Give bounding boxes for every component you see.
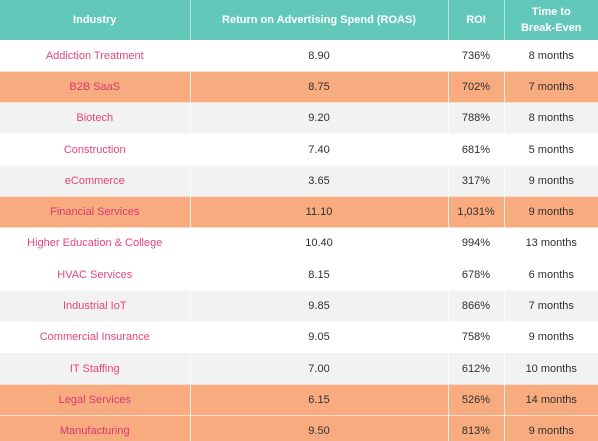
break-even-cell: 8 months	[504, 102, 598, 134]
table-row: Legal Services 6.15 526% 14 months	[0, 383, 598, 416]
break-even-cell: 5 months	[504, 133, 598, 166]
roas-cell: 9.20	[190, 102, 449, 134]
roas-cell: 8.75	[190, 70, 449, 103]
industry-cell: Addiction Treatment	[0, 39, 191, 72]
roas-cell: 8.15	[190, 258, 449, 291]
table-row: Higher Education & College 10.40 994% 13 mo…	[0, 227, 598, 260]
industry-cell: Industrial IoT	[0, 289, 191, 322]
roas-cell: 6.15	[190, 383, 449, 416]
table-row: B2B SaaS 8.75 702% 7 months	[0, 70, 598, 103]
industry-cell: Biotech	[0, 102, 191, 134]
header-break-even-line1: Time to	[531, 5, 571, 18]
roi-cell: 736%	[448, 39, 505, 72]
header-break-even-line2: Break-Even	[520, 21, 582, 34]
roi-cell: 678%	[448, 258, 505, 291]
break-even-cell: 6 months	[504, 258, 598, 291]
roi-cell: 994%	[448, 227, 505, 260]
table-header: Industry Return on Advertising Spend (RO…	[0, 0, 598, 40]
table-row: Addiction Treatment 8.90 736% 8 months	[0, 39, 598, 72]
roas-cell: 10.40	[190, 227, 449, 260]
break-even-cell: 8 months	[504, 39, 598, 72]
industry-cell: B2B SaaS	[0, 70, 191, 103]
table-row: Construction 7.40 681% 5 months	[0, 133, 598, 166]
roas-cell: 9.05	[190, 321, 449, 353]
header-industry: Industry	[0, 0, 191, 40]
roi-cell: 317%	[448, 164, 505, 197]
table-row: Financial Services 11.10 1,031% 9 months	[0, 195, 598, 228]
roas-cell: 8.90	[190, 39, 449, 72]
break-even-cell: 9 months	[504, 415, 598, 441]
table-row: Biotech 9.20 788% 8 months	[0, 102, 598, 134]
roi-cell: 813%	[448, 415, 505, 441]
roas-cell: 7.40	[190, 133, 449, 166]
roas-cell: 3.65	[190, 164, 449, 197]
table-row: IT Staffing 7.00 612% 10 months	[0, 352, 598, 385]
roi-cell: 681%	[448, 133, 505, 166]
table-row: Manufacturing 9.50 813% 9 months	[0, 415, 598, 441]
industry-cell: Legal Services	[0, 383, 191, 416]
industry-cell: Financial Services	[0, 195, 191, 228]
roi-cell: 788%	[448, 102, 505, 134]
break-even-cell: 7 months	[504, 289, 598, 322]
roas-cell: 11.10	[190, 195, 449, 228]
industry-cell: Manufacturing	[0, 415, 191, 441]
break-even-cell: 10 months	[504, 352, 598, 385]
table-row: eCommerce 3.65 317% 9 months	[0, 164, 598, 197]
header-roi: ROI	[448, 0, 505, 40]
roas-cell: 9.85	[190, 289, 449, 322]
table-row: HVAC Services 8.15 678% 6 months	[0, 258, 598, 291]
table-row: Commercial Insurance 9.05 758% 9 months	[0, 321, 598, 353]
break-even-cell: 9 months	[504, 321, 598, 353]
header-break-even: Time to Break-Even	[504, 0, 598, 40]
roi-cell: 526%	[448, 383, 505, 416]
roi-cell: 702%	[448, 70, 505, 103]
roi-cell: 866%	[448, 289, 505, 322]
roi-cell: 612%	[448, 352, 505, 385]
industry-cell: Higher Education & College	[0, 227, 191, 260]
roi-cell: 758%	[448, 321, 505, 353]
roi-cell: 1,031%	[448, 195, 505, 228]
break-even-cell: 13 months	[504, 227, 598, 260]
break-even-cell: 7 months	[504, 70, 598, 103]
industry-cell: Commercial Insurance	[0, 321, 191, 353]
industry-cell: IT Staffing	[0, 352, 191, 385]
industry-cell: eCommerce	[0, 164, 191, 197]
table-body: Addiction Treatment 8.90 736% 8 months B2B S…	[0, 39, 598, 441]
break-even-cell: 14 months	[504, 383, 598, 416]
break-even-cell: 9 months	[504, 195, 598, 228]
header-row: Industry Return on Advertising Spend (RO…	[0, 0, 598, 40]
table-row: Industrial IoT 9.85 866% 7 months	[0, 289, 598, 322]
break-even-cell: 9 months	[504, 164, 598, 197]
roas-cell: 9.50	[190, 415, 449, 441]
header-roas: Return on Advertising Spend (ROAS)	[190, 0, 449, 40]
industry-cell: HVAC Services	[0, 258, 191, 291]
industry-cell: Construction	[0, 133, 191, 166]
roas-cell: 7.00	[190, 352, 449, 385]
